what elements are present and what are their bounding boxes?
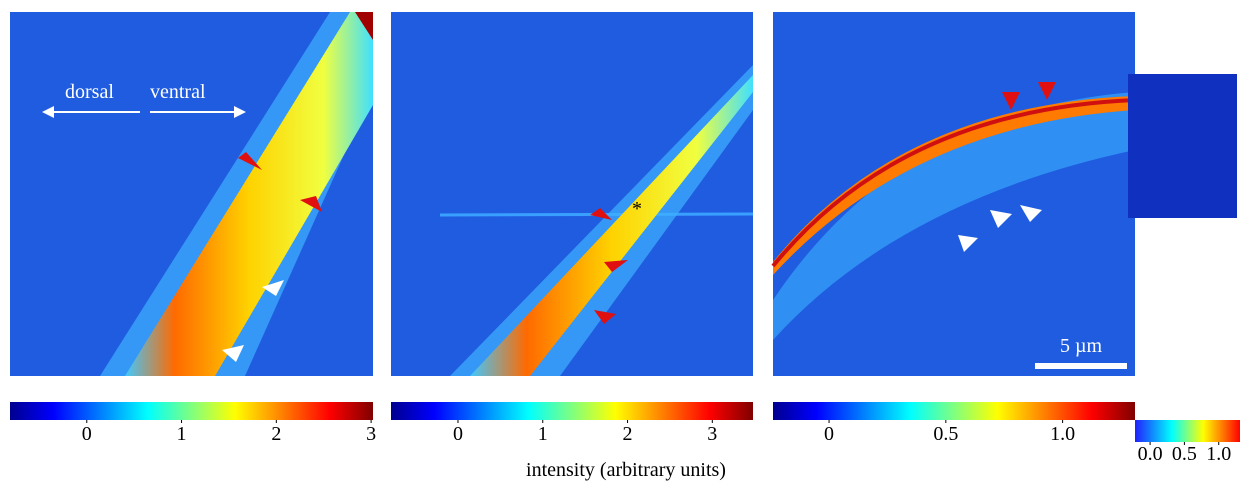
colorbar-tick-label: 1.0 — [1050, 423, 1075, 445]
colorbar — [773, 402, 1135, 420]
label-ventral: ventral — [150, 81, 206, 103]
colorbar — [391, 402, 753, 420]
colorbar-tick-label: 2 — [623, 423, 633, 445]
colorbar-tick-label: 0 — [824, 423, 834, 445]
svg-text:*: * — [632, 198, 642, 220]
colorbar-tick-label: 3 — [707, 423, 717, 445]
colorbar-tick-label: 2 — [271, 423, 281, 445]
panel-3: 5 µm — [771, 12, 1237, 376]
colorbar-tick-label: 0.5 — [1172, 443, 1197, 465]
colorbar-tick-label: 0 — [82, 423, 92, 445]
colorbar-tick-label: 1 — [538, 423, 548, 445]
panel-1: dorsal ventral — [10, 12, 373, 376]
label-dorsal: dorsal — [65, 81, 114, 103]
colorbar-tick-label: 3 — [366, 423, 376, 445]
scale-bar-label: 5 µm — [1060, 335, 1103, 357]
colorbar-tick-label: 0 — [453, 423, 463, 445]
colorbar-tick-label: 1 — [177, 423, 187, 445]
colorbar — [10, 402, 373, 420]
colorbar-tick-label: 0.0 — [1138, 443, 1163, 465]
colorbar-tick-label: 1.0 — [1206, 443, 1231, 465]
axis-title: intensity (arbitrary units) — [526, 459, 726, 481]
panel-2: * — [391, 12, 754, 376]
colorbar — [1135, 420, 1240, 442]
colorbar-tick-label: 0.5 — [933, 423, 958, 445]
